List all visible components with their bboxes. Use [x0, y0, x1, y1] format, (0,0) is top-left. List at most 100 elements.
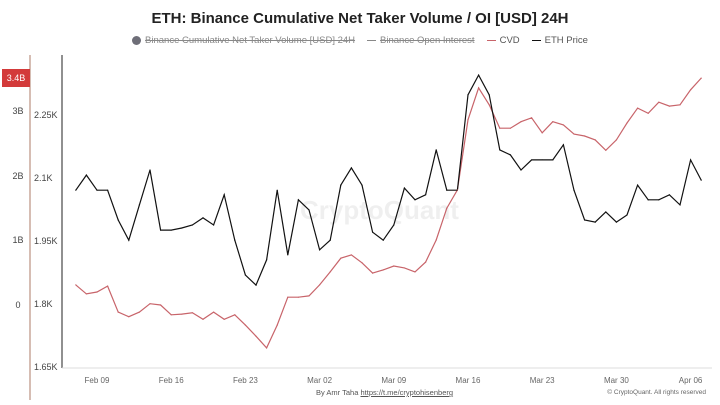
cvd-point [223, 318, 225, 320]
eth-price-point [668, 194, 671, 196]
eth-price-point [75, 189, 77, 191]
cvd-point [393, 265, 395, 267]
cvd-point [350, 254, 352, 256]
cvd-point [107, 285, 109, 287]
footer-credit: By Amr Taha https://t.me/cryptohisenberg [316, 388, 453, 397]
author: By Amr Taha [316, 388, 359, 397]
legend-label: Binance Cumulative Net Taker Volume [USD… [145, 35, 356, 46]
legend-label: ETH Price [544, 35, 588, 46]
eth-price-point [372, 231, 374, 233]
eth-price-point [467, 94, 469, 96]
cvd-point [160, 304, 162, 306]
price-axis-tick-label: 1.8K [34, 299, 53, 309]
eth-price-point [223, 194, 225, 196]
cvd-point [658, 101, 660, 103]
eth-price-point [266, 259, 268, 261]
cvd-point [276, 324, 278, 326]
cvd-point [191, 312, 193, 314]
price-axis-tick-label: 2.1K [34, 173, 53, 183]
eth-price-point [170, 229, 172, 231]
eth-price-point [584, 219, 586, 221]
cvd-point [128, 316, 130, 318]
cvd-axis-tick-label: 0 [15, 300, 20, 310]
cvd-point [96, 291, 98, 293]
copyright: © CryptoQuant. All rights reserved [607, 389, 706, 396]
cvd-point [467, 119, 469, 121]
cvd-series-line [75, 77, 702, 349]
cvd-point [647, 112, 649, 114]
eth-price-point [541, 159, 543, 161]
cvd-point [541, 132, 543, 134]
cvd-point [382, 269, 384, 271]
chart-title: ETH: Binance Cumulative Net Taker Volume… [151, 10, 569, 27]
cvd-point [626, 122, 628, 124]
cvd-point [255, 335, 257, 337]
cvd-point [308, 295, 310, 297]
cvd-point [456, 189, 458, 191]
x-tick-label: Feb 16 [159, 376, 184, 385]
line-icon [367, 39, 377, 42]
cvd-point [329, 271, 331, 273]
eth-price-point [319, 249, 321, 251]
x-tick-label: Mar 16 [456, 376, 481, 385]
x-tick-label: Mar 09 [381, 376, 406, 385]
cvd-point [75, 284, 77, 286]
cvd-point [531, 117, 533, 119]
cvd-point [340, 257, 342, 259]
x-tick-label: Mar 30 [604, 376, 629, 385]
eth-price-point [573, 189, 575, 191]
eth-price-point [128, 239, 130, 241]
eth-price-point [382, 239, 384, 241]
eth-price-point [520, 169, 522, 171]
cvd-axis-tick-label: 2B [12, 171, 23, 181]
eth-price-point [181, 227, 183, 229]
eth-price-point [85, 174, 87, 176]
eth-price-point [297, 199, 299, 201]
eth-price-point [679, 204, 681, 206]
cvd-point [319, 284, 321, 286]
legend-item-cvd[interactable]: CVD [486, 35, 520, 46]
eth-price-point [287, 254, 289, 256]
cvd-point [668, 105, 671, 107]
cvd-point [446, 207, 448, 209]
eth-price-point [149, 169, 151, 171]
eth-price-point [191, 224, 193, 226]
eth-price-point [509, 154, 511, 156]
eth-price-point [700, 179, 702, 181]
eth-price-point [562, 144, 565, 146]
author-link[interactable]: https://t.me/cryptohisenberg [360, 388, 454, 397]
legend-item-net-taker-volume[interactable]: Binance Cumulative Net Taker Volume [USD… [132, 35, 355, 46]
eth-price-point [255, 284, 257, 286]
eth-price-point [690, 159, 692, 161]
eth-price-point [552, 159, 554, 161]
legend-item-open-interest[interactable]: Binance Open Interest [367, 35, 475, 46]
eth-price-point [425, 194, 427, 196]
cvd-point [117, 311, 119, 313]
eth-price-point [594, 221, 596, 223]
cvd-point [615, 139, 618, 141]
legend-label: CVD [499, 35, 520, 46]
cvd-point [138, 311, 140, 313]
cvd-point [297, 296, 299, 298]
cvd-point [700, 77, 702, 79]
cvd-point [679, 104, 681, 106]
cvd-point [605, 149, 607, 151]
legend-label: Binance Open Interest [380, 35, 475, 46]
eth-price-point [96, 189, 98, 191]
line-icon [486, 39, 496, 42]
cvd-current-value-badge: 3.4B [2, 69, 30, 87]
price-axis-tick-label: 2.25K [34, 110, 58, 120]
cvd-axis-tick-label: 1B [12, 235, 23, 245]
cvd-point [499, 127, 501, 129]
eth-price-point [160, 229, 162, 231]
price-axis-tick-label: 1.65K [34, 362, 58, 372]
cvd-point [170, 314, 172, 316]
cvd-point [213, 311, 215, 313]
cvd-point [287, 296, 289, 298]
legend-item-eth-price[interactable]: ETH Price [531, 35, 588, 46]
eth-price-series-line [75, 73, 702, 287]
cvd-point [244, 324, 246, 326]
cvd-point [573, 133, 575, 135]
cvd-point [509, 127, 511, 129]
